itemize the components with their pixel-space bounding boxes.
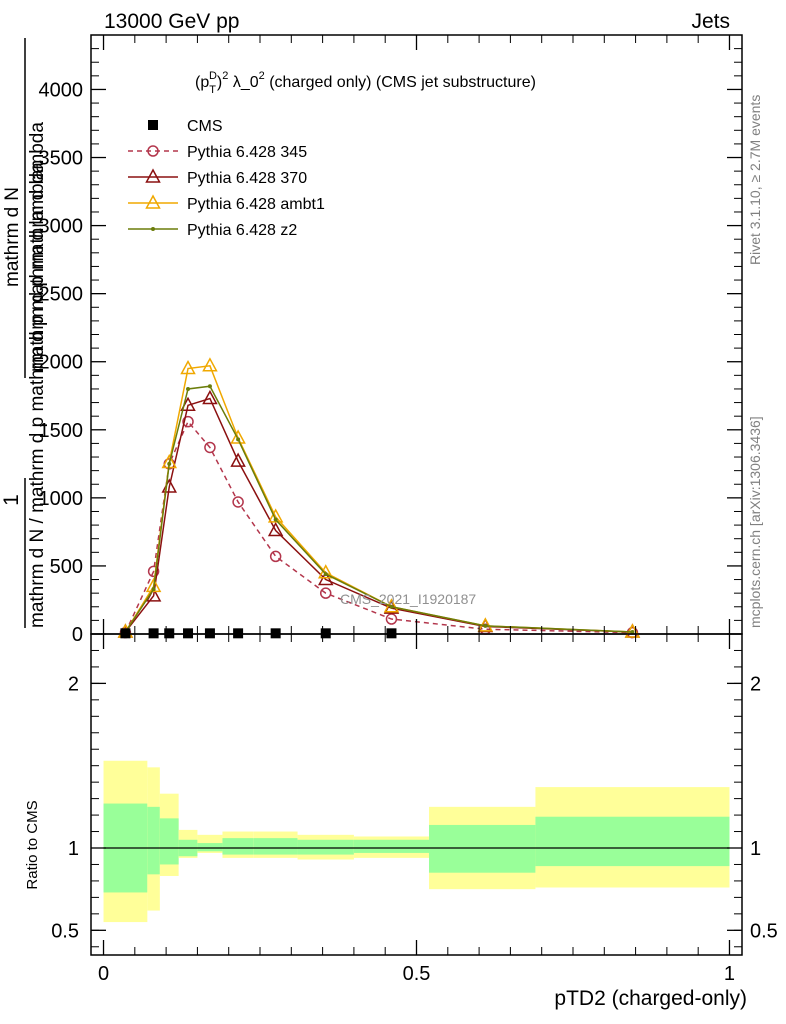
data-point	[389, 604, 394, 609]
x-tick-label: 1	[724, 963, 735, 985]
x-tick-label: 0	[98, 963, 109, 985]
data-point	[273, 517, 278, 522]
series-line	[124, 397, 633, 633]
y-label-part: N	[2, 187, 23, 201]
y-label-part: mathrm d p	[27, 276, 48, 372]
legend-entry: Pythia 6.428 345	[128, 144, 307, 161]
y-tick-label: 3500	[39, 148, 84, 170]
chart-title-part: (p	[195, 74, 209, 91]
y-tick-label: 1000	[39, 488, 84, 510]
legend-entry: Pythia 6.428 z2	[128, 222, 297, 239]
chart-title-part: (charged only) (CMS jet substructure)	[265, 74, 536, 91]
chart-title-part: )	[217, 74, 222, 91]
legend-marker	[147, 145, 159, 157]
ratio-y-tick-label: 2	[750, 673, 761, 695]
uncertainty-band-inner	[353, 839, 430, 853]
data-point	[207, 384, 212, 389]
data-point	[147, 565, 160, 578]
energy-label: 13000 GeV pp	[104, 10, 239, 33]
main-plot-panel: 0 500 1000 1500 2000 2500 3000 3500 4000	[39, 34, 743, 646]
ratio-y-tick-label: 1	[68, 838, 79, 860]
data-point	[180, 359, 196, 375]
ratio-y-tick-label: 0.5	[51, 920, 79, 942]
ratio-y-tick-label: 1	[750, 838, 761, 860]
data-point	[269, 550, 282, 563]
y-label-part: mathrm d	[2, 207, 23, 287]
data-point	[145, 577, 162, 593]
data-point	[230, 429, 246, 444]
data-point	[151, 587, 156, 592]
rivet-label: Rivet 3.1.10, ≥ 2.7M events	[747, 95, 763, 265]
category-label: Jets	[691, 10, 730, 33]
data-point	[182, 415, 194, 428]
data-point	[317, 570, 334, 586]
data-point	[230, 452, 246, 467]
legend-marker	[151, 227, 155, 231]
legend-label: Pythia 6.428 345	[187, 144, 307, 161]
y-label-left-fraction: mathrm d N / mathrm d p mathrm d p mathr…	[27, 162, 48, 628]
data-point	[236, 437, 241, 442]
legend-entry: Pythia 6.428 ambt1	[128, 194, 325, 213]
legend-marker	[148, 120, 158, 130]
y-tick-label: 0	[72, 624, 83, 646]
y-tick-label: 500	[50, 556, 83, 578]
uncertainty-band-inner	[253, 838, 298, 855]
legend-entry: Pythia 6.428 370	[128, 168, 307, 187]
data-point	[167, 461, 172, 466]
ratio-y-label: Ratio to CMS	[24, 800, 41, 889]
chart-title-sup: 2	[222, 70, 228, 82]
uncertainty-band-inner	[535, 816, 730, 867]
data-point	[630, 629, 635, 634]
y-label-right-top: mathrm d N	[2, 187, 23, 287]
y-tick-label: 2000	[39, 352, 84, 374]
data-point	[267, 521, 284, 537]
y-tick-label: 2500	[39, 284, 84, 306]
legend-label: CMS	[187, 118, 223, 135]
y-label-one: 1	[0, 494, 23, 506]
legend-label: Pythia 6.428 z2	[187, 222, 297, 239]
chart-title-sub: T	[209, 84, 216, 96]
uncertainty-band-inner	[197, 843, 223, 852]
y-tick-label: 1500	[39, 420, 84, 442]
analysis-watermark: CMS_2021_I1920187	[340, 591, 476, 607]
data-point	[204, 441, 216, 454]
ratio-y-tick-label: 2	[68, 673, 79, 695]
chart-title-sup: 2	[259, 70, 265, 82]
legend-entry: CMS	[148, 118, 223, 135]
chart-title-part: λ_0	[228, 74, 258, 91]
data-point	[323, 572, 328, 577]
y-tick-label: 3000	[39, 216, 84, 238]
uncertainty-band-inner	[297, 839, 354, 855]
chart-title-sup: D	[209, 70, 217, 82]
legend: CMS Pythia 6.428 345 Pythia 6.428 370 Pythi…	[128, 118, 325, 239]
x-axis-label: pTD2 (charged-only)	[554, 987, 747, 1010]
data-point	[319, 587, 332, 599]
legend-label: Pythia 6.428 ambt1	[187, 196, 325, 213]
legend-marker	[145, 168, 161, 183]
data-point	[317, 564, 334, 579]
ratio-y-tick-label: 0.5	[750, 920, 778, 942]
uncertainty-band-inner	[222, 838, 254, 855]
y-label-part: mathrm d lambda	[27, 122, 48, 270]
y-axis-label: 1 mathrm d N / mathrm d p mathrm d p mat…	[0, 38, 48, 628]
uncertainty-band-inner	[429, 824, 536, 873]
data-point	[202, 357, 218, 372]
x-tick-label: 0.5	[403, 963, 431, 985]
uncertainty-band-inner	[159, 818, 179, 865]
y-label-right-bottom: mathrm d p mathrm d lambda	[27, 122, 48, 372]
data-point	[232, 496, 244, 508]
data-point	[483, 623, 488, 628]
data-point	[202, 389, 218, 405]
y-tick-label: 4000	[39, 79, 84, 101]
chart-title: (pTD)2 λ_02 (charged only) (CMS jet subs…	[195, 70, 536, 96]
legend-marker	[145, 194, 161, 209]
mcplots-label: mcplots.cern.ch [arXiv:1306.3436]	[747, 416, 763, 628]
legend-label: Pythia 6.428 370	[187, 170, 307, 187]
data-point	[385, 613, 398, 625]
data-point	[267, 508, 284, 523]
ratio-plot-panel: 0.5 0.5 1 1 2 2 0 0.5 1	[51, 35, 778, 985]
uncertainty-band-inner	[147, 806, 160, 875]
data-point	[186, 386, 191, 391]
